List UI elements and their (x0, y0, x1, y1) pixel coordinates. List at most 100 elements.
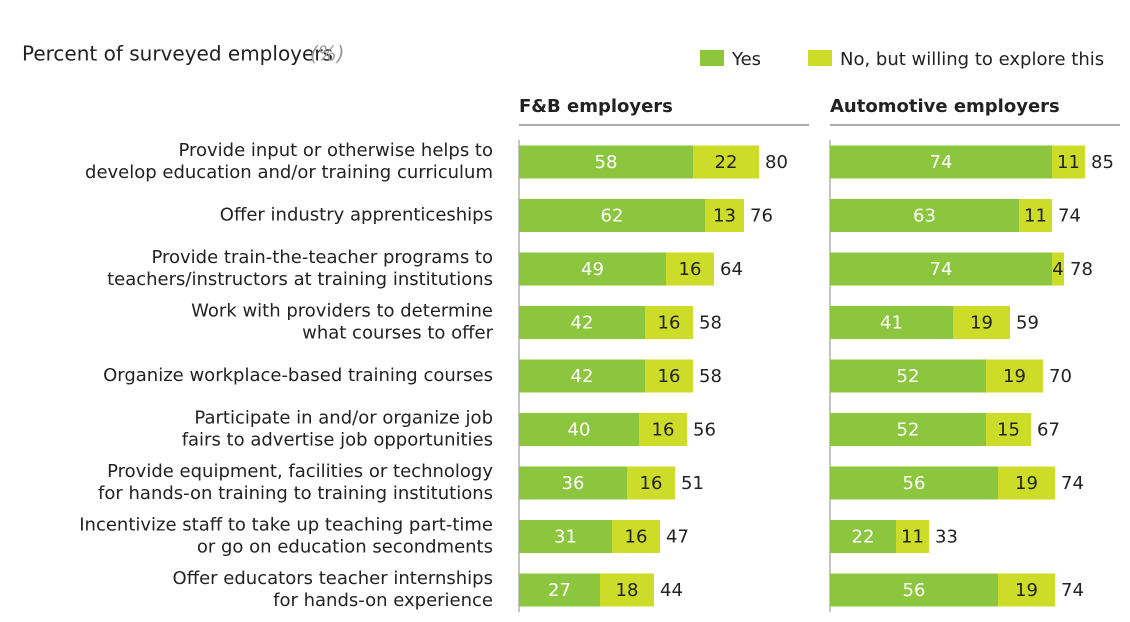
segment-label: 49 (581, 259, 604, 280)
bar-segment (986, 359, 1043, 393)
bar-segment (519, 252, 666, 286)
bar-segment (519, 359, 645, 393)
segment-label: 36 (562, 473, 585, 494)
bar-segment (830, 306, 953, 339)
category-label: Provide equipment, facilities or technol… (107, 461, 493, 482)
segment-label: 62 (601, 206, 624, 227)
bar-segment (896, 520, 929, 553)
segment-label: 74 (930, 152, 953, 173)
segment-label: 41 (880, 313, 903, 334)
bar-segment (645, 306, 693, 339)
panel-title: F&B employers (519, 96, 673, 117)
bar-segment (1052, 145, 1085, 179)
total-label: 70 (1049, 366, 1072, 387)
bar-segment (519, 199, 705, 232)
segment-label: 4 (1052, 259, 1063, 280)
bar-segment (830, 359, 986, 393)
segment-label: 52 (897, 366, 920, 387)
segment-label: 16 (640, 473, 663, 494)
legend-swatch (700, 50, 724, 66)
segment-label: 42 (571, 366, 594, 387)
segment-label: 16 (652, 420, 675, 441)
segment-label: 16 (679, 259, 702, 280)
segment-label: 40 (568, 420, 591, 441)
legend-label: Yes (731, 49, 761, 70)
segment-label: 19 (1015, 580, 1038, 601)
bar-segment (830, 466, 998, 500)
bar-segment (519, 413, 639, 446)
category-label: Participate in and/or organize job (194, 408, 493, 429)
total-label: 58 (699, 366, 722, 387)
bar-segment (627, 466, 675, 500)
segment-label: 74 (930, 259, 953, 280)
segment-label: 63 (913, 206, 936, 227)
bar-segment (600, 573, 654, 607)
category-label: Incentivize staff to take up teaching pa… (79, 515, 493, 536)
bar-segment (666, 252, 714, 286)
bar-segment (519, 520, 612, 553)
segment-label: 16 (625, 527, 648, 548)
bar-segment (830, 145, 1052, 179)
bar-segment (705, 199, 744, 232)
category-label: develop education and/or training curric… (85, 162, 493, 183)
category-label: Organize workplace-based training course… (103, 365, 493, 386)
bar-segment (830, 413, 986, 446)
segment-label: 58 (595, 152, 618, 173)
segment-label: 22 (852, 527, 875, 548)
total-label: 56 (693, 420, 716, 441)
segment-label: 11 (901, 527, 924, 548)
legend-label: No, but willing to explore this (840, 49, 1104, 70)
total-label: 76 (750, 206, 773, 227)
total-label: 64 (720, 259, 743, 280)
bar-segment (830, 520, 896, 553)
bar-segment (519, 145, 693, 179)
bar-segment (830, 252, 1052, 286)
segment-label: 56 (903, 473, 926, 494)
segment-label: 52 (897, 420, 920, 441)
total-label: 78 (1070, 259, 1093, 280)
header-unit: (%) (310, 42, 345, 66)
bar-segment (519, 306, 645, 339)
bar-segment (519, 573, 600, 607)
segment-label: 11 (1024, 206, 1047, 227)
category-label: Provide input or otherwise helps to (178, 140, 493, 161)
legend-swatch (808, 50, 832, 66)
segment-label: 16 (658, 366, 681, 387)
total-label: 74 (1061, 473, 1084, 494)
category-label: for hands-on experience (273, 590, 493, 611)
category-label: Offer educators teacher internships (173, 568, 493, 589)
category-label: Work with providers to determine (191, 301, 493, 322)
bar-segment (519, 466, 627, 500)
bar-segment (986, 413, 1031, 446)
panel-title: Automotive employers (830, 96, 1060, 117)
total-label: 80 (765, 152, 788, 173)
category-label: what courses to offer (302, 323, 493, 344)
segment-label: 18 (616, 580, 639, 601)
segment-label: 16 (658, 313, 681, 334)
bar-segment (1019, 199, 1052, 232)
segment-label: 19 (1015, 473, 1038, 494)
bar-segment (998, 466, 1055, 500)
total-label: 44 (660, 580, 683, 601)
header-title: Percent of surveyed employers (22, 42, 333, 66)
segment-label: 11 (1057, 152, 1080, 173)
segment-label: 56 (903, 580, 926, 601)
bar-segment (612, 520, 660, 553)
bar-segment (953, 306, 1010, 339)
segment-label: 19 (1003, 366, 1026, 387)
segment-label: 15 (997, 420, 1020, 441)
total-label: 67 (1037, 420, 1060, 441)
category-label: fairs to advertise job opportunities (182, 430, 493, 451)
category-label: Provide train-the-teacher programs to (151, 247, 493, 268)
segment-label: 19 (970, 313, 993, 334)
segment-label: 13 (713, 206, 736, 227)
total-label: 47 (666, 527, 689, 548)
bar-segment (1052, 252, 1064, 286)
total-label: 74 (1061, 580, 1084, 601)
bar-segment (998, 573, 1055, 607)
bar-segment (645, 359, 693, 393)
segment-label: 31 (554, 527, 577, 548)
segment-label: 27 (548, 580, 571, 601)
category-label: teachers/instructors at training institu… (107, 269, 493, 290)
